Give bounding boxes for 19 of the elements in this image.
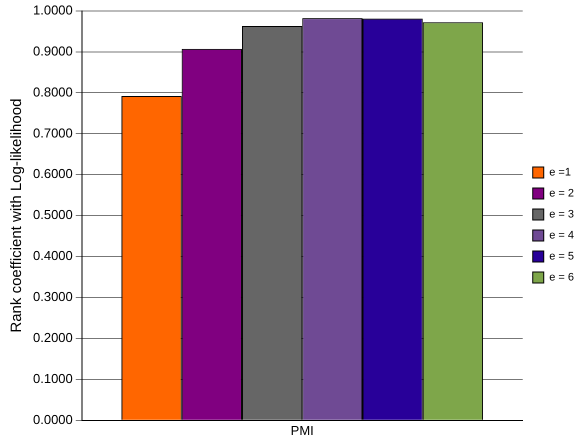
y-tick-label: 0.1000 — [32, 371, 73, 386]
legend-label: e = 5 — [549, 250, 574, 263]
y-tick-label: 0.2000 — [32, 330, 73, 346]
y-tick-label: 0.9000 — [32, 43, 73, 58]
legend-label: e = 4 — [549, 230, 574, 242]
y-tick-label: 0.3000 — [32, 289, 73, 304]
y-tick-label: 0.6000 — [32, 166, 73, 182]
legend-label: e =1 — [549, 166, 571, 179]
y-tick-label: 0.0000 — [32, 412, 73, 427]
y-tick-label: 0.5000 — [32, 207, 73, 222]
y-tick-label: 0.7000 — [32, 125, 73, 140]
legend-label: e = 3 — [549, 208, 574, 221]
y-tick-label: 1.0000 — [32, 2, 73, 18]
legend-label: e = 6 — [549, 272, 574, 284]
y-tick-label: 0.8000 — [32, 84, 73, 100]
legend-label: e = 2 — [549, 188, 574, 200]
y-axis-title: Rank coefficient with Log-likelihood — [8, 98, 26, 333]
x-tick-label: PMI — [290, 422, 314, 438]
y-tick-label: 0.4000 — [32, 248, 73, 264]
